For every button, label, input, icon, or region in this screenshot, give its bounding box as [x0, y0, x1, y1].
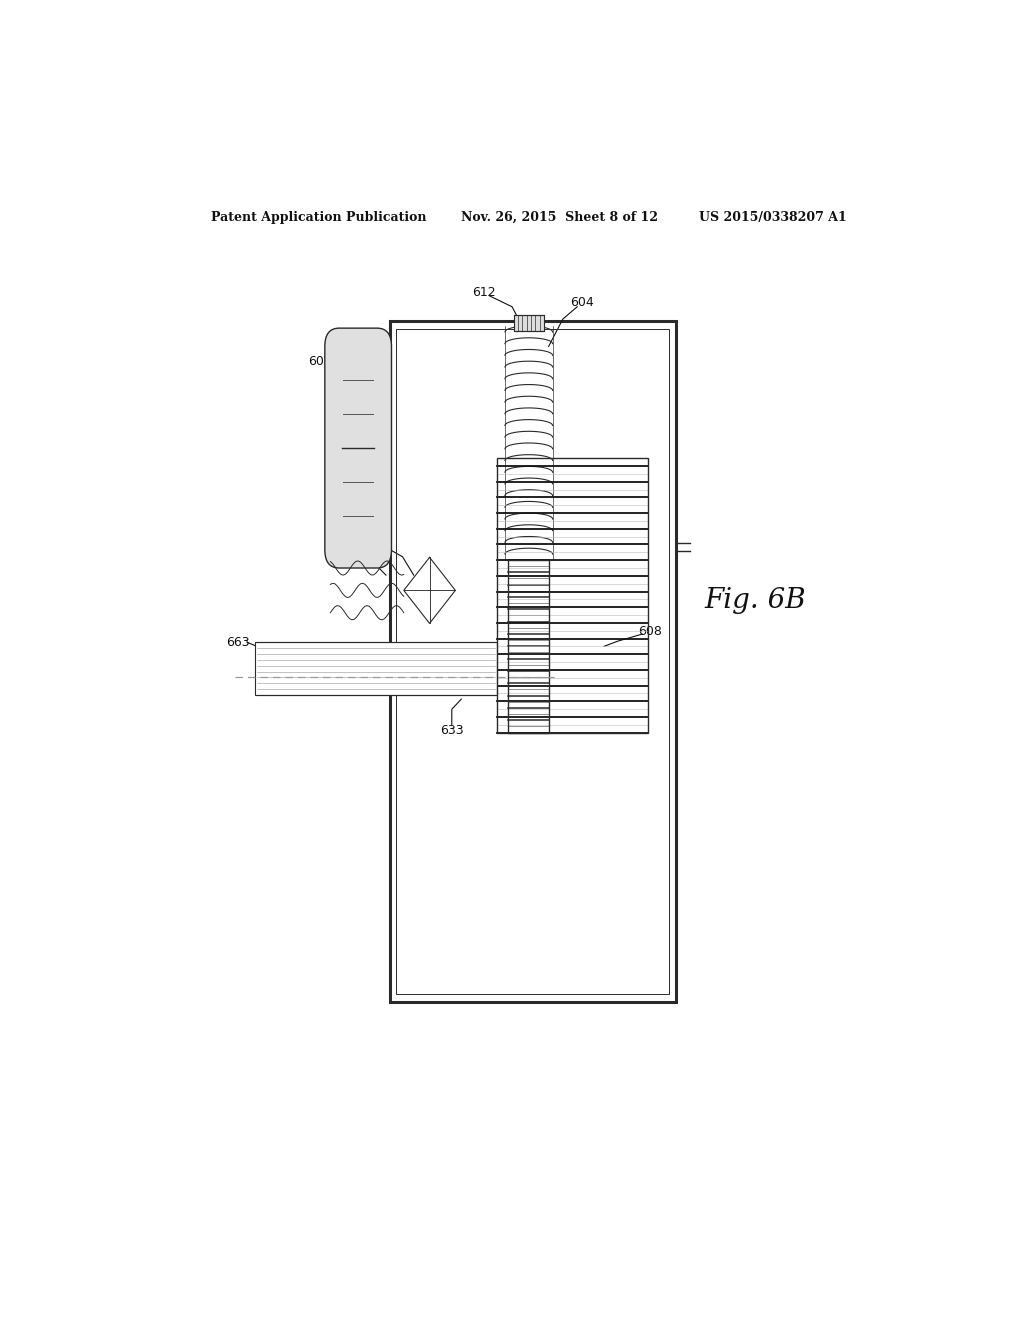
Bar: [390, 321, 676, 1002]
Text: 659: 659: [332, 520, 355, 533]
Text: 633: 633: [440, 725, 464, 737]
Bar: [514, 315, 544, 331]
Bar: [255, 643, 497, 696]
Bar: [396, 329, 670, 994]
Text: US 2015/0338207 A1: US 2015/0338207 A1: [699, 211, 847, 224]
Bar: [497, 458, 648, 733]
Text: 612: 612: [472, 286, 496, 300]
Text: 604: 604: [570, 296, 594, 309]
Text: 669: 669: [335, 544, 358, 556]
Text: 663: 663: [225, 636, 249, 648]
Text: Nov. 26, 2015  Sheet 8 of 12: Nov. 26, 2015 Sheet 8 of 12: [461, 211, 658, 224]
Bar: [508, 560, 550, 733]
Text: 607: 607: [308, 355, 332, 368]
Text: 608: 608: [638, 624, 663, 638]
FancyBboxPatch shape: [325, 329, 391, 568]
Text: Fig. 6B: Fig. 6B: [705, 587, 806, 614]
Text: Patent Application Publication: Patent Application Publication: [211, 211, 427, 224]
